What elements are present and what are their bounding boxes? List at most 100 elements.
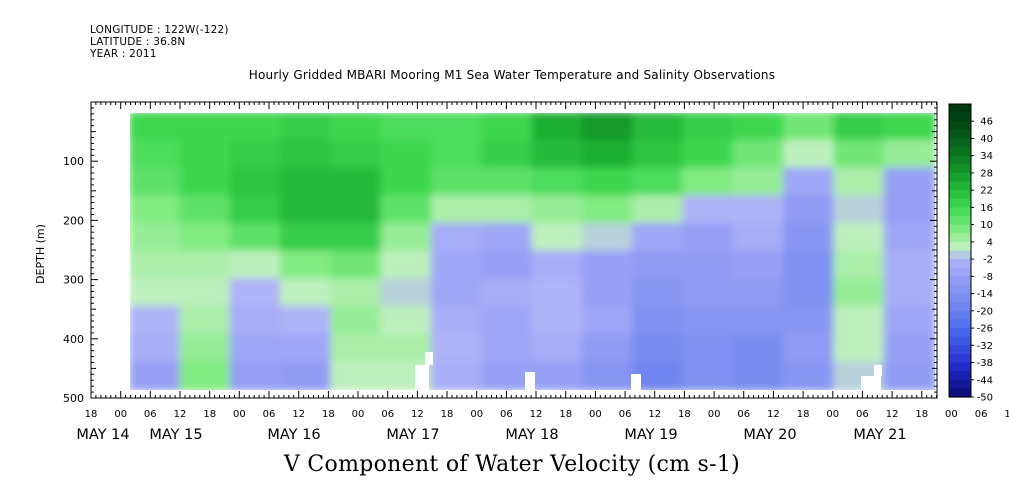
y-tick-label: 500 [63, 392, 84, 405]
heatmap-cell [531, 139, 584, 170]
x-hour-tick-label: 12 [1004, 409, 1009, 420]
heatmap-cell [380, 195, 433, 225]
heatmap-cell [481, 361, 534, 390]
heatmap-cell [179, 361, 232, 390]
x-hour-tick-label: 12 [174, 409, 187, 420]
colorbar-swatch [949, 233, 971, 243]
heatmap-cell [833, 250, 886, 281]
heatmap-cell [229, 167, 282, 198]
y-tick-label: 100 [63, 155, 84, 168]
colorbar-swatch [949, 129, 971, 140]
colorbar-swatch [949, 112, 971, 122]
y-tick-label: 200 [63, 214, 84, 227]
heatmap-cell [481, 139, 534, 170]
heatmap-cell [430, 167, 484, 198]
heatmap-cell [632, 195, 685, 225]
x-hour-tick-label: 06 [737, 409, 750, 420]
x-hour-tick-label: 18 [441, 409, 454, 420]
heatmap-cell [632, 167, 685, 198]
heatmap-cell [179, 278, 232, 308]
colorbar-swatch [949, 172, 971, 183]
heatmap-cell [531, 278, 584, 308]
heatmap-cell [531, 222, 584, 253]
heatmap-cell [481, 333, 534, 364]
colorbar-swatch [949, 250, 971, 260]
missing-data-gap [425, 352, 433, 365]
heatmap-cell [531, 113, 584, 142]
heatmap-cell [732, 361, 786, 390]
y-tick-label: 300 [63, 274, 84, 287]
colorbar-label: 34 [980, 151, 993, 162]
missing-data-gap [525, 372, 535, 390]
x-hour-tick-label: 06 [381, 409, 394, 420]
colorbar-swatch [949, 302, 971, 312]
heatmap-cell [783, 139, 836, 170]
heatmap-cell [883, 250, 935, 281]
x-hour-tick-label: 00 [826, 409, 839, 420]
heatmap-cell [179, 333, 232, 364]
chart-title: Hourly Gridded MBARI Mooring M1 Sea Wate… [248, 68, 776, 82]
heatmap-cell [682, 278, 735, 308]
colorbar-swatch [949, 216, 971, 226]
heatmap-cell [833, 167, 886, 198]
heatmap-cell [380, 333, 433, 364]
top-axis-ticks [90, 102, 938, 109]
heatmap-cell [229, 278, 282, 308]
heatmap-cell [682, 361, 735, 390]
x-day-label: MAY 20 [743, 427, 796, 443]
colorbar-swatch [949, 138, 971, 148]
colorbar-label: -8 [983, 272, 993, 283]
heatmap-cell [632, 139, 685, 170]
heatmap-cell [279, 113, 333, 142]
heatmap-cell [380, 113, 433, 142]
x-hour-tick-label: 18 [322, 409, 335, 420]
x-hour-tick-label: 00 [352, 409, 365, 420]
colorbar-swatch [949, 379, 971, 389]
heatmap-cell [430, 195, 484, 225]
heatmap-cell [481, 305, 534, 336]
heatmap-cell [682, 333, 735, 364]
heatmap-cell [783, 333, 836, 364]
x-hour-tick-label: 18 [915, 409, 928, 420]
heatmap-cell [783, 167, 836, 198]
x-hour-tick-label: 18 [85, 409, 98, 420]
heatmap-field [130, 113, 935, 390]
heatmap-cell [682, 222, 735, 253]
heatmap-cell [783, 222, 836, 253]
heatmap-cell [330, 139, 383, 170]
missing-data-gap [861, 376, 881, 390]
x-day-label: MAY 15 [149, 427, 202, 443]
heatmap-cell [833, 222, 886, 253]
heatmap-cell [531, 305, 584, 336]
heatmap-cell [632, 222, 685, 253]
colorbar-swatch [949, 336, 971, 346]
heatmap-cell [883, 167, 935, 198]
heatmap-cell [130, 250, 182, 281]
latitude-label: LATITUDE : 36.8N [90, 36, 186, 48]
colorbar-swatch [949, 190, 971, 200]
heatmap-cell [783, 195, 836, 225]
heatmap-cell [179, 195, 232, 225]
colorbar-label: -20 [977, 306, 993, 317]
colorbar-swatch [949, 207, 971, 217]
heatmap-cell [430, 113, 484, 142]
colorbar-label: -50 [977, 393, 993, 404]
x-hour-tick-label: 12 [292, 409, 305, 420]
heatmap-cell [883, 195, 935, 225]
x-day-label: MAY 17 [386, 427, 439, 443]
y-tick-label: 400 [63, 333, 84, 346]
heatmap-cell [430, 361, 484, 390]
heatmap-cell [531, 333, 584, 364]
x-day-label: MAY 21 [853, 427, 906, 443]
heatmap-cell [179, 305, 232, 336]
colorbar-swatch [949, 121, 971, 131]
heatmap-cell [380, 167, 433, 198]
heatmap-cell [883, 361, 935, 390]
heatmap-cell [279, 222, 333, 253]
heatmap-cell [581, 361, 635, 390]
y-axis-label: DEPTH (m) [34, 224, 47, 284]
heatmap-cell [330, 113, 383, 142]
colorbar-swatch [949, 147, 971, 157]
heatmap-cell [581, 305, 635, 336]
heatmap-cell [531, 167, 584, 198]
